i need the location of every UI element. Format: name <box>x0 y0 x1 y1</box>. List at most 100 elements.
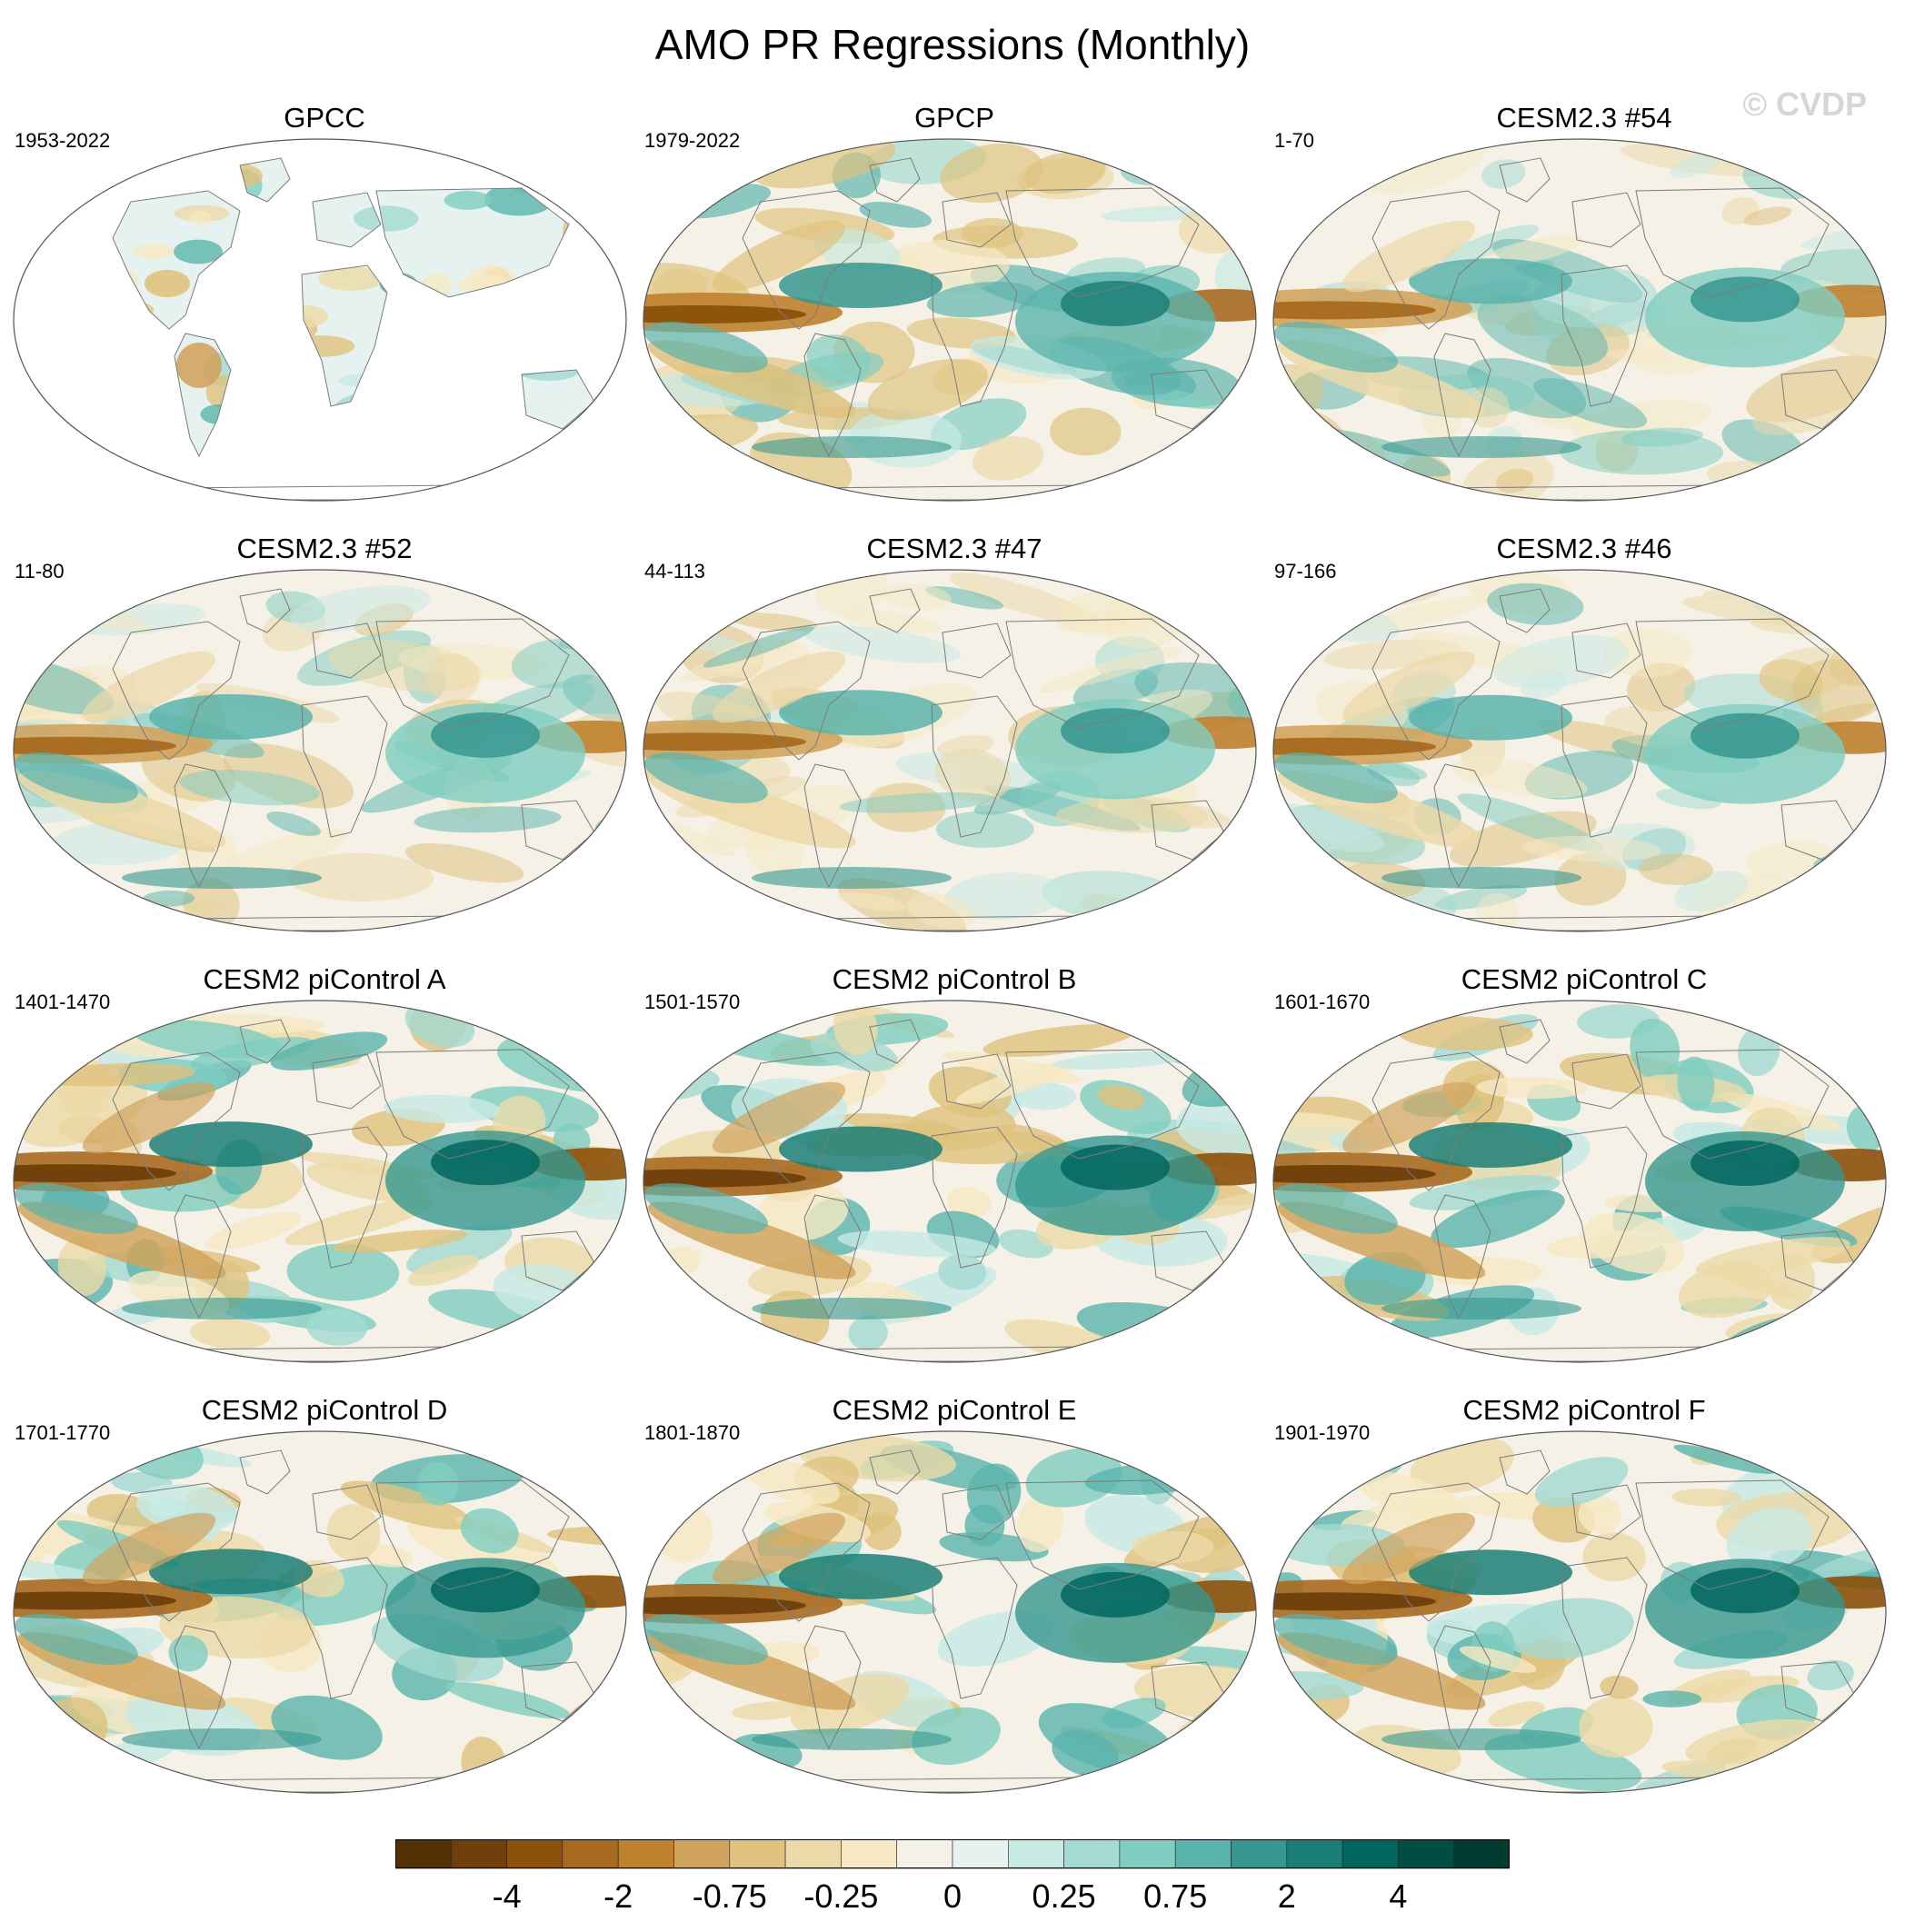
coastline <box>521 1661 595 1722</box>
map-panel: GPCC 1953-2022 <box>11 102 638 529</box>
coastline <box>942 1053 1012 1110</box>
regression-map <box>13 569 627 932</box>
coastline <box>174 333 232 458</box>
map-panel: CESM2 piControl B 1501-1570 <box>641 963 1268 1390</box>
coastline <box>869 588 921 633</box>
panel-years: 1-70 <box>1274 129 1315 152</box>
coastline <box>1571 1484 1641 1540</box>
coastline <box>1151 800 1225 861</box>
coastline <box>742 621 871 761</box>
coastline <box>1151 1661 1225 1722</box>
coastline <box>1635 1049 1830 1160</box>
colorbar-swatch <box>896 1839 953 1869</box>
coastline <box>174 1625 232 1750</box>
coastline <box>239 588 291 633</box>
coastline <box>1371 1051 1501 1191</box>
panel-years: 1401-1470 <box>15 991 111 1013</box>
colorbar-swatch <box>784 1839 842 1869</box>
coastline <box>1780 369 1855 430</box>
coastline <box>931 1126 1018 1269</box>
coastline <box>869 1019 921 1064</box>
panel-title: CESM2 piControl B <box>832 963 1077 995</box>
coastline <box>521 1230 595 1291</box>
coastline <box>869 157 921 203</box>
panel-years: 1979-2022 <box>644 129 741 152</box>
colorbar-tick-label: -0.75 <box>692 1877 767 1915</box>
map-border <box>643 569 1257 932</box>
coastline <box>1151 1230 1225 1291</box>
panel-years: 1801-1870 <box>644 1421 741 1444</box>
coastline <box>1005 618 1200 729</box>
coastline <box>1371 190 1501 330</box>
panel-years: 1501-1570 <box>644 991 741 1013</box>
coastline <box>301 264 388 407</box>
panel-title: CESM2 piControl F <box>1462 1394 1706 1426</box>
panel-title: CESM2 piControl D <box>201 1394 448 1426</box>
colorbar-tick-label: 4 <box>1389 1877 1408 1915</box>
coastline <box>312 1053 382 1110</box>
colorbar-swatches <box>395 1839 1510 1869</box>
colorbar-tick-label: 0 <box>943 1877 962 1915</box>
coastline <box>112 1051 241 1191</box>
panel-title: CESM2.3 #54 <box>1496 102 1672 134</box>
panel-title: CESM2 piControl C <box>1461 963 1708 995</box>
coastline <box>112 1482 241 1622</box>
coastline <box>1635 187 1830 298</box>
colorbar-swatch <box>1286 1839 1343 1869</box>
coastline <box>1561 695 1648 838</box>
coastline <box>931 695 1018 838</box>
coastline <box>742 1482 871 1622</box>
coastline <box>1561 1557 1648 1699</box>
map-border <box>1272 1000 1887 1363</box>
colorbar-tick-label: -2 <box>603 1877 633 1915</box>
coastline <box>803 333 862 458</box>
panel-years: 1601-1670 <box>1274 991 1371 1013</box>
map-border <box>13 569 627 932</box>
colorbar-swatch <box>1007 1839 1064 1869</box>
coastline <box>375 187 570 298</box>
cvdp-watermark: © CVDP <box>1742 85 1867 123</box>
panel-years: 1953-2022 <box>15 129 111 152</box>
coastline <box>112 621 241 761</box>
coastline <box>942 192 1012 248</box>
coastline <box>803 1194 862 1320</box>
coastline <box>742 190 871 330</box>
coastline <box>301 1126 388 1269</box>
panel-title: CESM2 piControl A <box>203 963 446 995</box>
regression-map <box>643 138 1257 502</box>
colorbar-swatch <box>395 1839 452 1869</box>
colorbar-swatch <box>1063 1839 1121 1869</box>
panel-title: CESM2.3 #52 <box>236 533 413 564</box>
coastline <box>312 1484 382 1540</box>
coastline <box>239 157 291 203</box>
coastline <box>1499 157 1551 203</box>
map-panel: CESM2.3 #47 44-113 <box>641 533 1268 960</box>
map-border <box>1272 569 1887 932</box>
coastline <box>742 1051 871 1191</box>
regression-map <box>643 1000 1257 1363</box>
regression-map <box>1272 1000 1887 1363</box>
colorbar-swatch <box>617 1839 674 1869</box>
coastline <box>1433 763 1491 889</box>
coastline <box>1635 1479 1830 1590</box>
map-border <box>643 138 1257 502</box>
coastline <box>1561 1126 1648 1269</box>
coastline <box>1780 800 1855 861</box>
coastline <box>1005 1479 1200 1590</box>
colorbar-swatch <box>841 1839 897 1869</box>
panel-years: 1701-1770 <box>15 1421 111 1444</box>
colorbar-tick-label: 2 <box>1277 1877 1296 1915</box>
coastline <box>1371 1482 1501 1622</box>
map-panel: CESM2 piControl F 1901-1970 <box>1271 1394 1898 1821</box>
coastline <box>174 1194 232 1320</box>
panel-years: 1901-1970 <box>1274 1421 1371 1444</box>
map-panel: CESM2 piControl D 1701-1770 <box>11 1394 638 1821</box>
colorbar: -4 -2 -0.75 -0.25 0 0.25 0.75 2 4 <box>395 1839 1510 1925</box>
regression-map <box>13 138 627 502</box>
coastline <box>1433 1625 1491 1750</box>
coastline <box>1635 618 1830 729</box>
regression-map <box>13 1430 627 1794</box>
map-border <box>13 1430 627 1794</box>
colorbar-swatch <box>1174 1839 1232 1869</box>
coastline <box>1571 192 1641 248</box>
